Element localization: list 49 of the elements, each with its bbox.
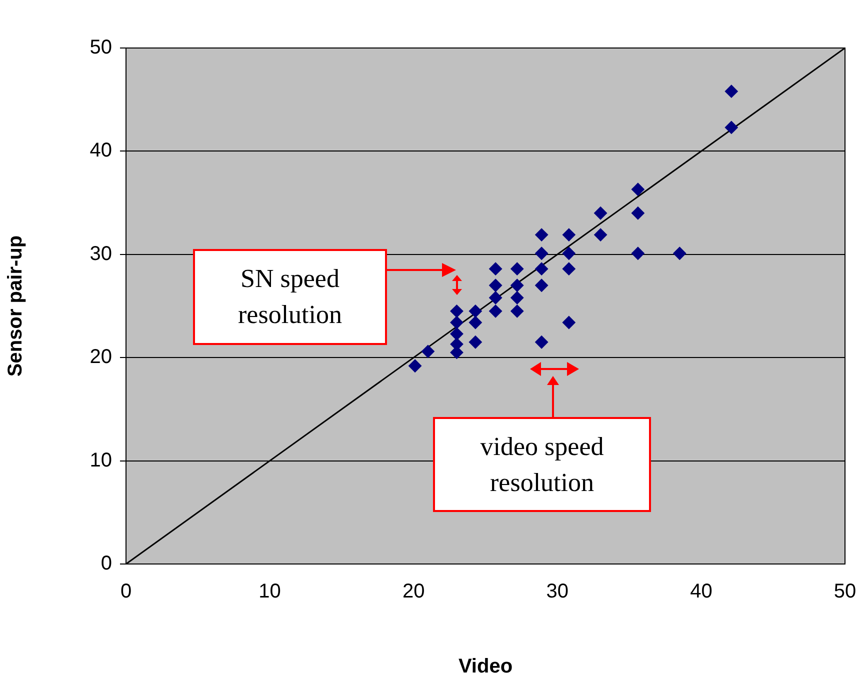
point (421, 344, 434, 358)
point (535, 262, 548, 276)
point (562, 316, 576, 330)
point (535, 278, 548, 292)
point (631, 206, 644, 220)
callout-box: video speed resolution (433, 417, 651, 512)
point (535, 336, 548, 349)
point (510, 278, 524, 292)
point (510, 304, 524, 318)
point (450, 304, 464, 318)
point (468, 304, 482, 318)
y-tick-label: 10 (90, 449, 112, 472)
x-axis-title: Video (458, 656, 513, 678)
point (489, 278, 502, 292)
y-tick-label: 20 (90, 346, 112, 368)
point (510, 291, 524, 304)
point (489, 304, 502, 318)
y-tick-label: 40 (90, 140, 112, 162)
point (510, 262, 524, 276)
point (562, 246, 576, 260)
point (724, 120, 738, 134)
point (408, 359, 422, 372)
x-tick-label: 50 (834, 580, 856, 603)
y-tick-label: 0 (100, 552, 112, 575)
y-tick-label: 50 (90, 36, 112, 59)
x-tick-label: 40 (690, 580, 712, 603)
point (450, 327, 464, 340)
x-tick-label: 0 (120, 580, 132, 603)
point (535, 228, 548, 242)
point (594, 206, 608, 220)
point (535, 246, 548, 260)
point (562, 262, 576, 276)
point (631, 182, 644, 196)
x-tick-label: 20 (402, 580, 425, 603)
point (489, 291, 502, 304)
point (673, 246, 686, 260)
x-tick-label: 30 (546, 580, 569, 603)
point (468, 316, 482, 330)
point (562, 228, 576, 242)
point (489, 262, 502, 276)
point (724, 84, 738, 98)
y-tick-label: 30 (90, 242, 112, 265)
point (594, 228, 608, 242)
point (450, 316, 464, 330)
point (468, 336, 482, 349)
callout-box: SN speed resolution (193, 249, 387, 345)
y-axis-title: Sensor pair-up (4, 235, 27, 377)
point (631, 246, 644, 260)
x-tick-label: 10 (258, 580, 281, 603)
